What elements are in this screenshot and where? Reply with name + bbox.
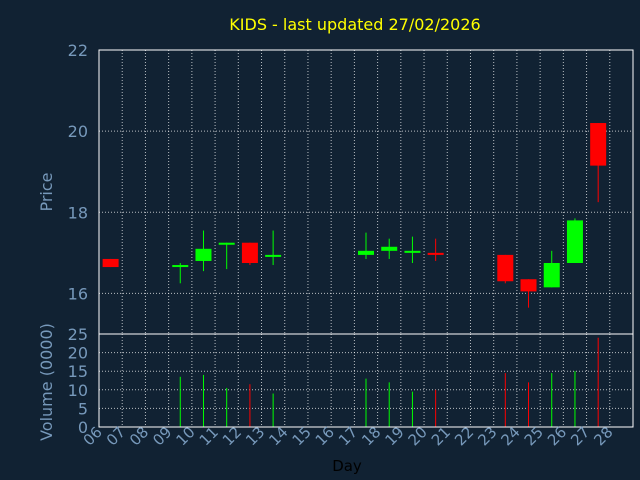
price-y-tick-label: 20: [68, 122, 88, 141]
candle: [381, 238, 398, 259]
candle: [358, 232, 374, 259]
volume-plot-frame: [98, 333, 634, 428]
candle: [241, 242, 258, 266]
candle-body: [381, 246, 398, 251]
candle: [543, 250, 560, 288]
volume-axis-label: Volume (0000): [37, 323, 56, 441]
candle-body: [520, 279, 537, 292]
candle-body: [265, 254, 282, 257]
price-y-tick-label: 16: [68, 284, 88, 303]
price-panel: 16 18 20 22 Price: [37, 41, 634, 335]
candle-body: [497, 254, 514, 282]
price-axis-label: Price: [37, 172, 56, 211]
price-y-tick-label: 22: [68, 41, 88, 60]
price-y-tick-labels: 16 18 20 22: [68, 41, 88, 303]
candle-body: [566, 220, 583, 263]
chart-title: KIDS - last updated 27/02/2026: [229, 15, 480, 34]
candle-body: [218, 242, 235, 245]
candle-body: [590, 123, 607, 166]
volume-bars: [179, 337, 599, 427]
candle-body: [543, 263, 560, 288]
candle-body: [195, 248, 212, 261]
candle: [172, 263, 189, 284]
candle-body: [358, 250, 374, 255]
candle: [265, 230, 282, 266]
candle: [590, 123, 607, 203]
candle: [102, 258, 119, 268]
x-axis-label: Day: [332, 457, 362, 475]
candle: [427, 238, 444, 261]
candle-body: [427, 252, 444, 255]
volume-y-tick-label: 15: [68, 362, 88, 381]
candle: [566, 218, 583, 263]
candle-body: [102, 258, 119, 268]
price-y-tick-label: 18: [68, 203, 88, 222]
x-tick-labels: 0607080910111213141516171819202122232425…: [80, 423, 617, 449]
candle: [218, 242, 235, 270]
volume-y-tick-label: 20: [68, 344, 88, 363]
candle: [404, 236, 421, 263]
candle-body: [404, 250, 421, 253]
volume-y-tick-label: 25: [68, 325, 88, 344]
candle: [497, 254, 514, 284]
volume-y-tick-label: 10: [68, 381, 88, 400]
candle-body: [172, 265, 189, 268]
candle: [520, 279, 537, 308]
candle-body: [241, 242, 258, 263]
volume-y-tick-label: 5: [78, 399, 88, 418]
candles: [102, 123, 607, 308]
candle: [195, 230, 212, 272]
volume-y-tick-label: 0: [78, 418, 88, 437]
